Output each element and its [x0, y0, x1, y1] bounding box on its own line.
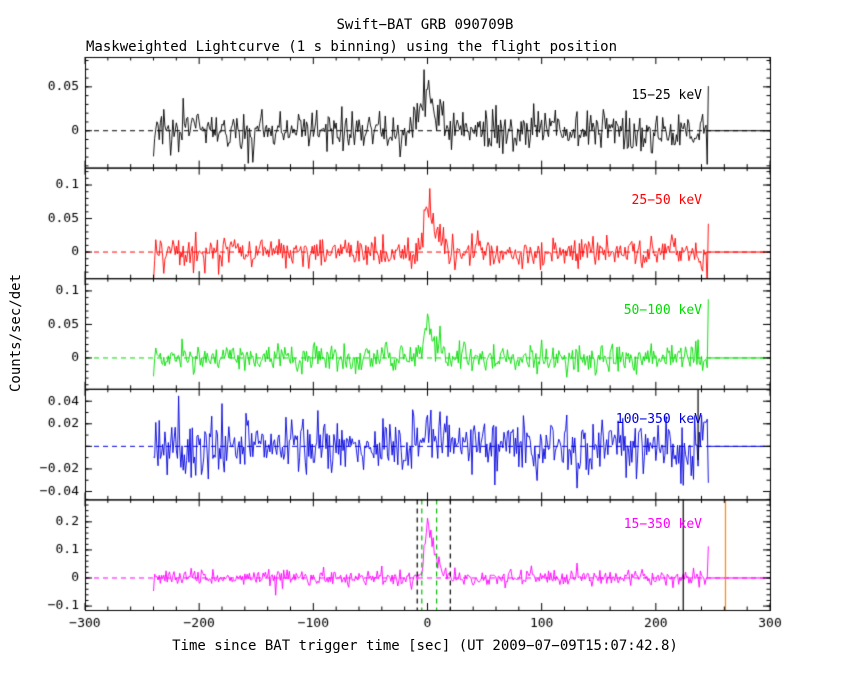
- energy-band-label-15-25: 15−25 keV: [631, 88, 702, 103]
- y-axis-label: Counts/sec/det: [8, 273, 24, 393]
- energy-band-label-50-100: 50−100 keV: [623, 303, 702, 318]
- energy-band-label-25-50: 25−50 keV: [631, 193, 702, 208]
- chart-title: Swift−BAT GRB 090709B: [336, 17, 514, 33]
- chart-subtitle: Maskweighted Lightcurve (1 s binning) us…: [86, 39, 618, 55]
- energy-band-label-15-350: 15−350 keV: [623, 517, 702, 532]
- energy-band-label-100-350: 100−350 keV: [615, 412, 702, 427]
- x-axis-label: Time since BAT trigger time [sec] (UT 20…: [172, 638, 678, 654]
